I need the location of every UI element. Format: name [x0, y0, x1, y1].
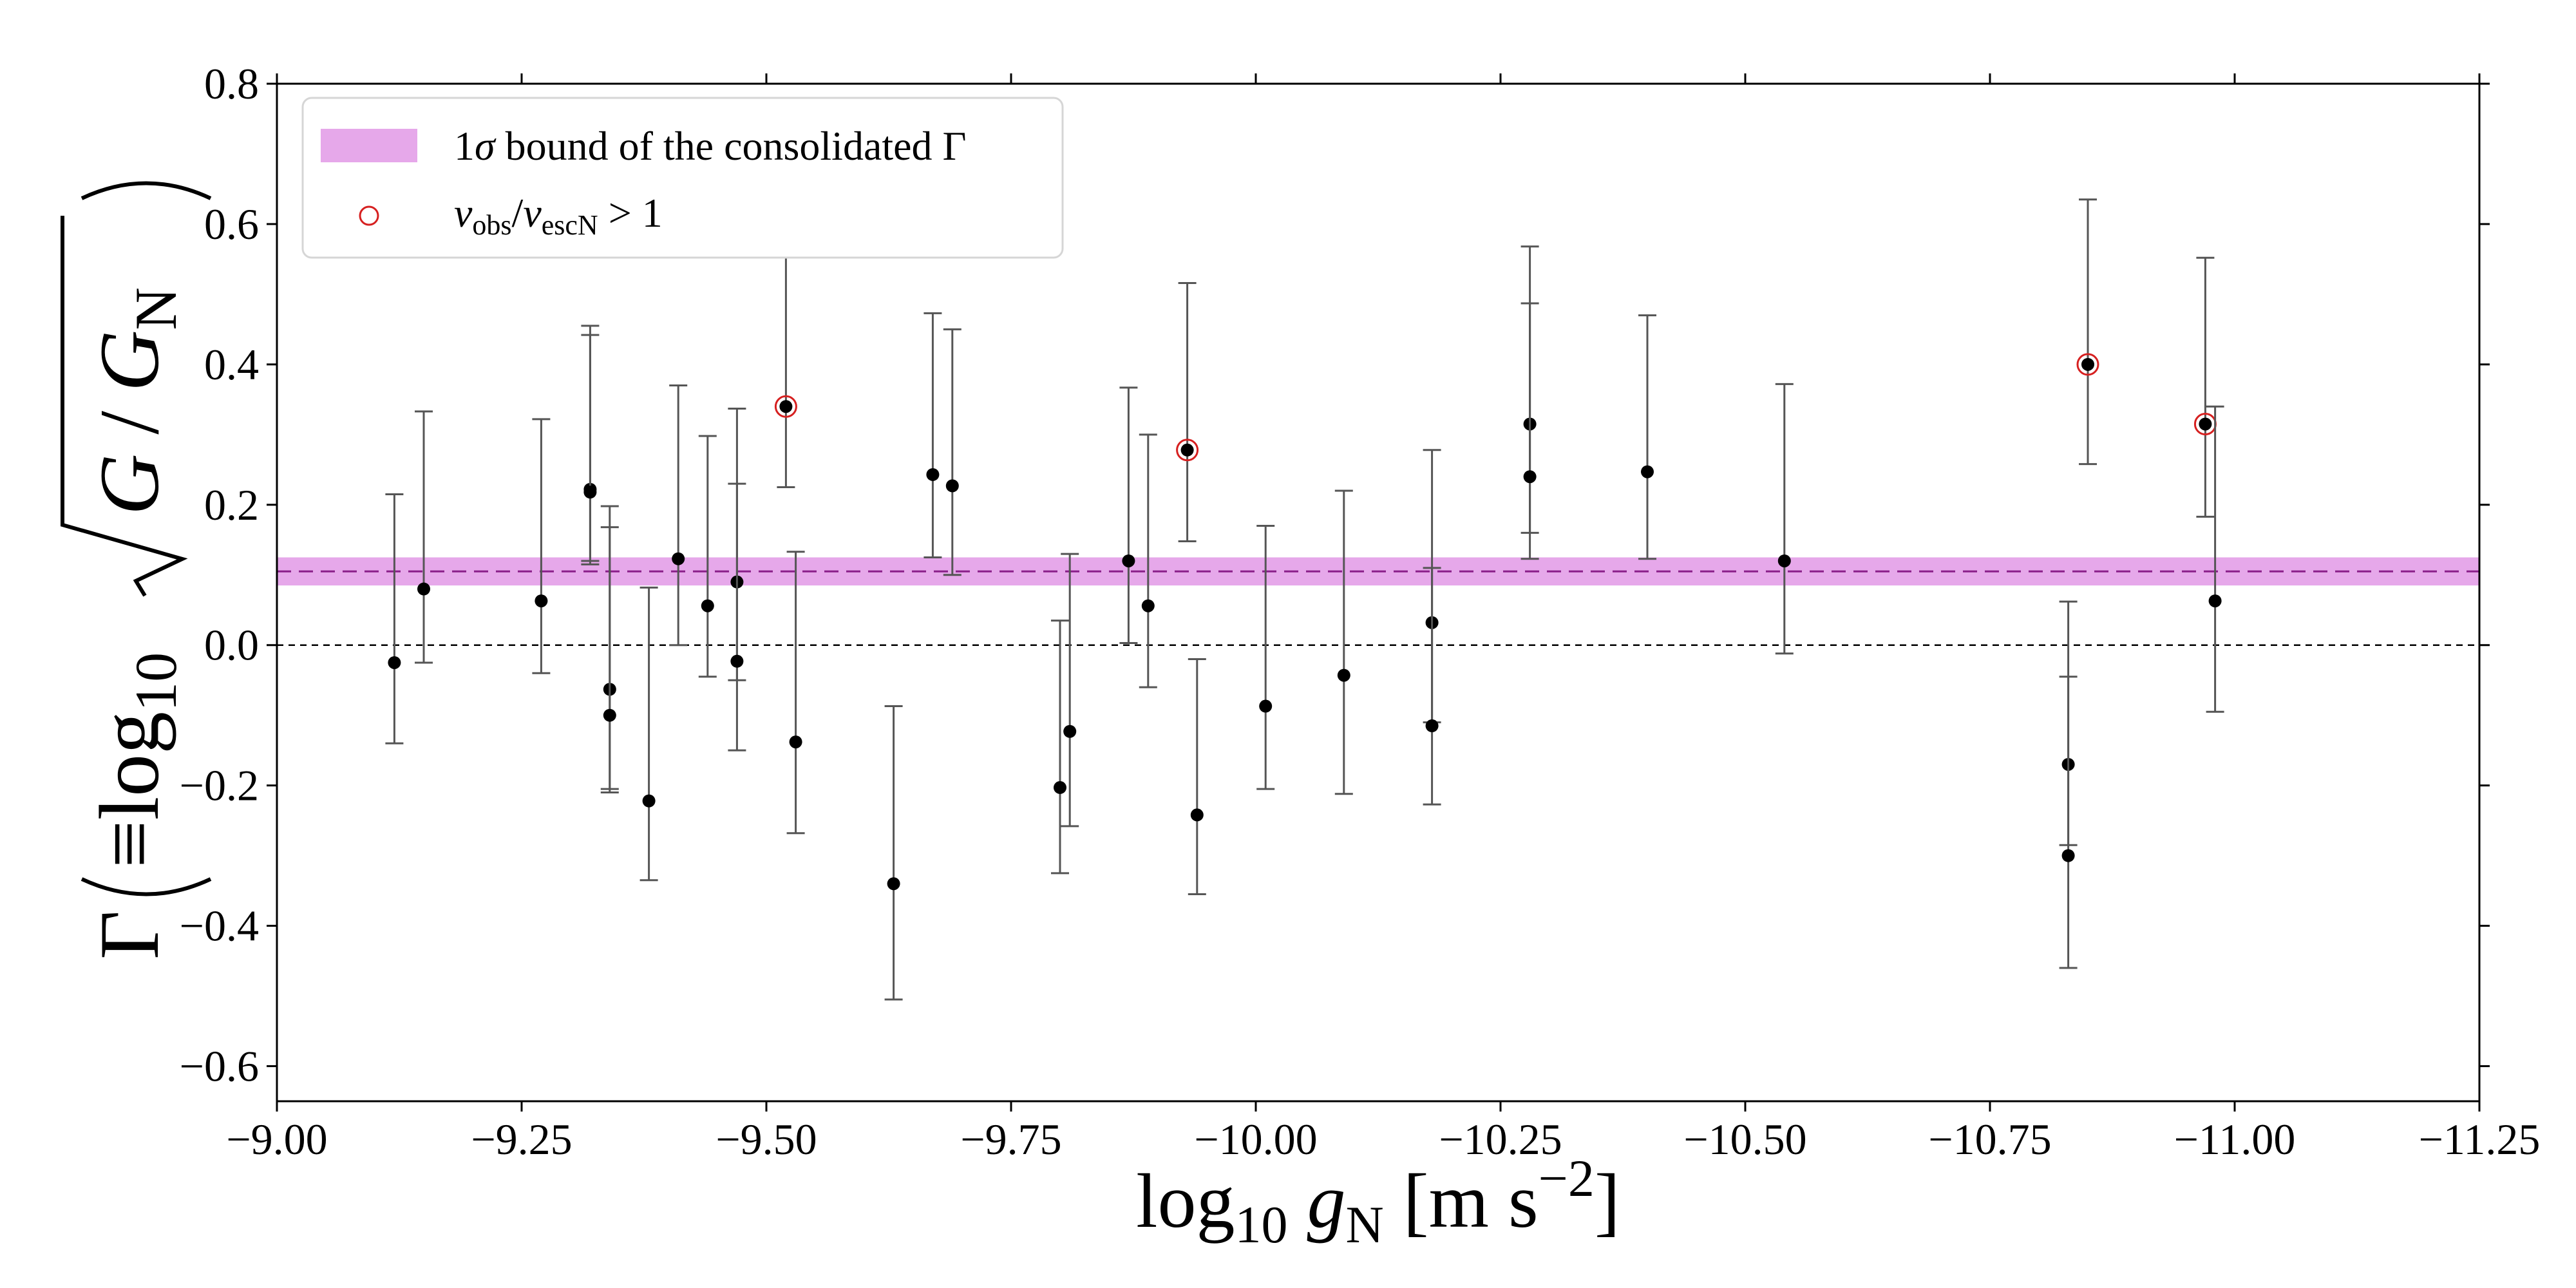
data-point-group	[1119, 386, 1138, 644]
data-point	[1425, 719, 1439, 733]
legend-marker-label: vobs/vescN > 1	[454, 190, 663, 241]
data-point	[535, 594, 548, 608]
data-point	[2208, 594, 2222, 608]
data-point	[701, 599, 714, 612]
data-point	[2199, 417, 2212, 431]
data-point-group	[1775, 383, 1794, 655]
y-label-left-paren	[80, 877, 212, 896]
x-tick-label: −9.25	[471, 1115, 572, 1164]
data-point	[1337, 668, 1350, 682]
x-tick-label: −10.75	[1928, 1115, 2051, 1164]
data-point	[1180, 443, 1194, 457]
y-tick-label: 0.6	[204, 200, 259, 249]
y-label-log: ≡log10	[82, 652, 189, 868]
data-point-group	[2059, 676, 2078, 969]
data-point-group	[943, 328, 961, 576]
data-point	[1523, 470, 1537, 484]
x-tick-label: −10.00	[1194, 1115, 1317, 1164]
data-point	[730, 654, 744, 668]
data-point-group	[1638, 314, 1656, 560]
data-point-group	[1256, 524, 1275, 790]
data-point	[583, 486, 597, 499]
y-tick-label: 0.0	[204, 621, 259, 670]
x-tick-label: −9.75	[960, 1115, 1061, 1164]
escape-ring-marker	[2076, 353, 2099, 376]
data-point	[1259, 699, 1273, 713]
data-point-group	[532, 418, 551, 674]
data-point	[2081, 357, 2094, 371]
legend-ring-marker	[359, 205, 379, 226]
legend-box	[301, 97, 1064, 259]
data-point	[945, 479, 959, 493]
data-point	[1122, 554, 1135, 567]
y-tick-label: 0.4	[204, 340, 259, 389]
y-axis-ticks: −0.6 −0.4 −0.2 0.0 0.2 0.4 0.6 0.8	[180, 59, 2490, 1091]
data-point-group	[639, 586, 658, 882]
data-point	[1063, 724, 1077, 738]
data-point	[1190, 808, 1204, 822]
data-point	[1054, 781, 1066, 794]
data-point	[789, 735, 802, 749]
data-point-group	[884, 705, 903, 1001]
data-point	[2061, 849, 2075, 862]
data-point-group	[669, 384, 688, 647]
data-point	[926, 468, 940, 481]
x-axis-ticks: −9.00 −9.25 −9.50 −9.75 −10.00 −10.25 −10.50 −1…	[226, 73, 2540, 1164]
escape-ring-marker	[1176, 439, 1199, 462]
data-point	[642, 794, 656, 808]
y-tick-label: −0.6	[180, 1042, 259, 1091]
data-point-group	[581, 334, 600, 562]
data-point-group	[923, 312, 942, 559]
data-point	[388, 656, 401, 669]
y-tick-label: 0.8	[204, 59, 259, 108]
data-point-group	[2076, 198, 2099, 466]
data-point-group	[1139, 433, 1157, 688]
legend-band-label: 1σ bound of the consolidated Γ	[454, 123, 967, 169]
y-label-fraction: G/GN	[82, 287, 189, 515]
data-point-group	[1176, 281, 1199, 542]
y-tick-label: −0.4	[180, 902, 259, 951]
data-points	[385, 198, 2224, 1001]
data-point-group	[698, 435, 717, 678]
data-point-group	[1188, 658, 1206, 896]
escape-ring-marker	[774, 395, 797, 418]
x-tick-label: −10.25	[1439, 1115, 1562, 1164]
y-tick-label: 0.2	[204, 480, 259, 529]
x-tick-label: −11.25	[2419, 1115, 2541, 1164]
y-label-gamma: Γ	[82, 911, 176, 960]
data-point-group	[1051, 620, 1069, 875]
x-tick-label: −9.00	[226, 1115, 327, 1164]
data-point	[779, 400, 793, 413]
data-point-group	[774, 233, 797, 489]
x-tick-label: −11.00	[2174, 1115, 2296, 1164]
legend: 1σ bound of the consolidated Γ vobs/vesc…	[301, 97, 1064, 259]
y-label-sqrt-sign	[61, 216, 188, 597]
data-point	[1141, 599, 1155, 612]
plot-frame	[276, 82, 2481, 1103]
data-point	[672, 552, 685, 565]
data-point-group	[1423, 567, 1441, 733]
data-point	[1641, 465, 1654, 478]
data-point-group	[2206, 405, 2224, 713]
x-axis-label: log10 gN [m s−2]	[1136, 1149, 1620, 1254]
data-point-group	[1520, 302, 1539, 560]
data-point-group	[786, 551, 805, 835]
data-point	[417, 582, 430, 596]
x-tick-label: −9.50	[715, 1115, 817, 1164]
data-point-group	[728, 482, 746, 681]
data-point-group	[600, 526, 619, 794]
y-label-right-paren	[80, 181, 212, 200]
data-point-group	[385, 493, 404, 744]
data-point-group	[415, 410, 433, 664]
data-point	[887, 877, 900, 891]
data-point-group	[1061, 553, 1079, 828]
legend-band-swatch	[321, 129, 417, 162]
x-tick-label: −10.50	[1683, 1115, 1806, 1164]
data-point	[603, 708, 616, 722]
y-axis-label: Γ ≡log10 G/GN	[61, 181, 212, 960]
y-tick-label: −0.2	[180, 761, 259, 810]
data-point	[1777, 554, 1791, 567]
data-point-group	[1334, 489, 1353, 795]
